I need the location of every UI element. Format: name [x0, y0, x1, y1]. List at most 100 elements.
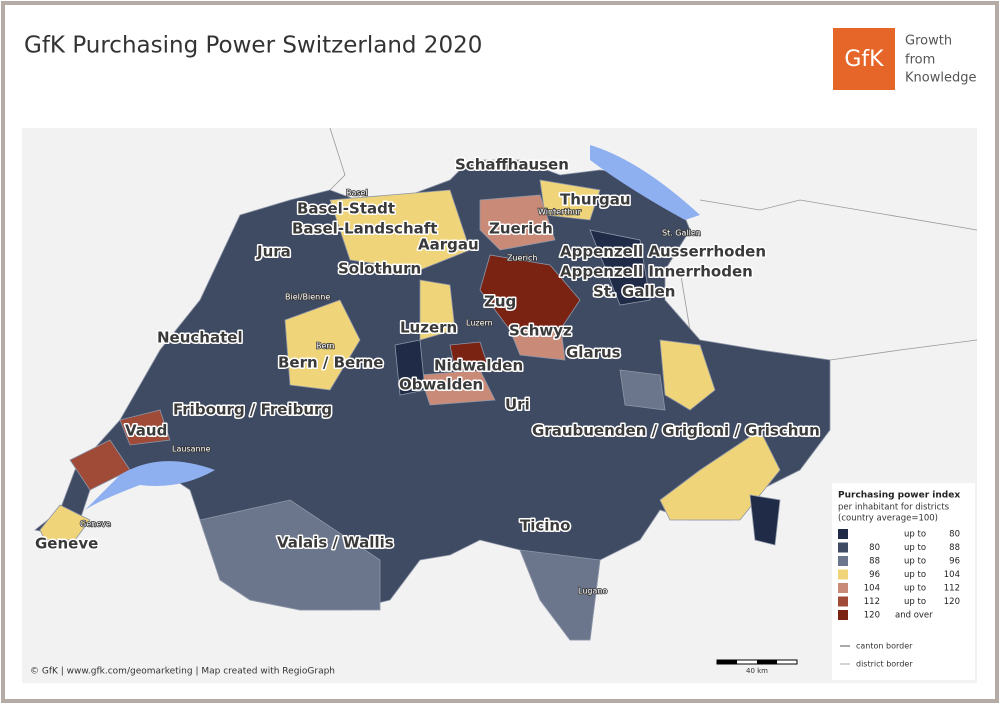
- legend-to: 112: [944, 584, 960, 594]
- scale-label: 40 km: [746, 667, 768, 675]
- legend-swatch: [838, 542, 848, 553]
- city-label: Geneve: [80, 520, 111, 529]
- canton-label: Valais / Wallis: [277, 534, 394, 552]
- canton-label: Aargau: [418, 236, 479, 254]
- legend-from: 104: [864, 584, 880, 594]
- legend-box: [832, 483, 975, 680]
- canton-label: Appenzell Innerrhoden: [560, 263, 753, 281]
- canton-label: Thurgau: [560, 191, 631, 209]
- district-region: [199, 499, 381, 611]
- legend-swatch: [838, 556, 848, 566]
- canton-label: Geneve: [35, 535, 98, 553]
- country-borders: [329, 127, 978, 361]
- title: GfK Purchasing Power Switzerland 2020: [24, 33, 482, 59]
- legend-connector: up to: [904, 597, 926, 607]
- legend-to: 104: [944, 570, 960, 580]
- canton-label: Ticino: [520, 517, 570, 535]
- canton-label: Jura: [256, 243, 291, 261]
- canton-label: Neuchatel: [157, 329, 243, 347]
- legend-to: 88: [949, 543, 960, 553]
- legend-border: canton border: [856, 642, 913, 651]
- canton-label: Solothurn: [338, 260, 421, 278]
- canton-label: Luzern: [400, 319, 457, 337]
- city-label: Biel/Bienne: [285, 293, 330, 302]
- lake: [590, 145, 700, 220]
- canton-label: Appenzell Ausserrhoden: [560, 243, 766, 261]
- canton-label: Vaud: [125, 422, 167, 440]
- legend-from: 88: [869, 557, 880, 567]
- city-label: Winterthur: [538, 208, 582, 217]
- scale-bar: [757, 660, 777, 664]
- canton-label: Graubuenden / Grigioni / Grischun: [532, 422, 820, 440]
- districts: [34, 159, 831, 641]
- canton-label: Basel-Stadt: [297, 200, 395, 218]
- district-region: [749, 494, 781, 546]
- legend-border: district border: [856, 660, 913, 669]
- legend-connector: up to: [904, 530, 926, 540]
- lakes: [85, 145, 700, 510]
- district-region: [539, 179, 601, 221]
- district-region: [449, 341, 491, 373]
- city-label: Zuerich: [507, 254, 537, 263]
- district-region: [619, 369, 666, 411]
- district-region: [589, 229, 651, 306]
- legend-to: 80: [949, 530, 960, 540]
- city-label: Lugano: [578, 587, 607, 596]
- district-region: [479, 254, 581, 331]
- city-label: St. Gallen: [662, 229, 701, 238]
- district-region: [479, 194, 556, 251]
- district-region: [329, 189, 471, 271]
- logo-mark: GfK: [844, 47, 884, 72]
- lake: [85, 461, 215, 510]
- district-region: [659, 339, 716, 411]
- legend-swatch: [838, 596, 848, 607]
- legend-from: 112: [864, 597, 880, 607]
- district-region: [519, 549, 601, 641]
- canton-label: Basel-Landschaft: [292, 220, 437, 238]
- canton-labels: Schaffhausen Thurgau Basel-Stadt Basel-L…: [34, 154, 822, 554]
- district-region: [394, 339, 426, 396]
- legend-title: Purchasing power index: [838, 491, 960, 501]
- canton-label: Schwyz: [509, 322, 572, 340]
- legend-to: 120: [944, 597, 960, 607]
- city-label: Basel: [346, 189, 368, 198]
- legend-subtitle: per inhabitant for districts: [838, 503, 950, 513]
- canton-label: Glarus: [566, 344, 621, 362]
- legend: Purchasing power index per inhabitant fo…: [832, 483, 975, 680]
- district-region: [119, 409, 171, 446]
- canton-label: Fribourg / Freiburg: [173, 401, 332, 419]
- legend-connector: up to: [904, 570, 926, 580]
- legend-from: 96: [869, 570, 880, 580]
- legend-swatch: [838, 569, 848, 580]
- tagline: Growth: [905, 34, 952, 49]
- canton-label: Zug: [484, 293, 516, 311]
- canton-label: St. Gallen: [593, 283, 675, 301]
- canton-label: Uri: [505, 396, 530, 414]
- legend-from: 120: [864, 611, 880, 621]
- district-region: [284, 299, 361, 391]
- canton-label: Zuerich: [489, 220, 553, 238]
- canton-label: Bern / Berne: [278, 354, 383, 372]
- canton-label: Obwalden: [399, 376, 483, 394]
- legend-subtitle: (country average=100): [838, 514, 938, 524]
- scale-bar: 40 km: [716, 659, 798, 675]
- city-label: Bern: [316, 342, 335, 351]
- legend-swatch: [838, 529, 848, 539]
- legend-swatch: [838, 583, 848, 593]
- district-region: [419, 369, 496, 406]
- footer: © GfK | www.gfk.com/geomarketing | Map c…: [30, 667, 335, 677]
- city-label: Lausanne: [172, 445, 211, 454]
- city-label: Luzern: [466, 319, 493, 328]
- legend-from: 80: [869, 543, 880, 553]
- scale-bar: [717, 660, 737, 664]
- legend-connector: and over: [895, 611, 933, 621]
- legend-swatch: [838, 610, 848, 620]
- city-labels: Basel Winterthur St. Gallen Zuerich Biel…: [79, 188, 701, 597]
- tagline: Knowledge: [905, 71, 976, 86]
- logo: [833, 28, 895, 90]
- canton-label: Schaffhausen: [455, 156, 569, 174]
- canton-label: Nidwalden: [434, 357, 523, 375]
- legend-connector: up to: [904, 543, 926, 553]
- legend-connector: up to: [904, 557, 926, 567]
